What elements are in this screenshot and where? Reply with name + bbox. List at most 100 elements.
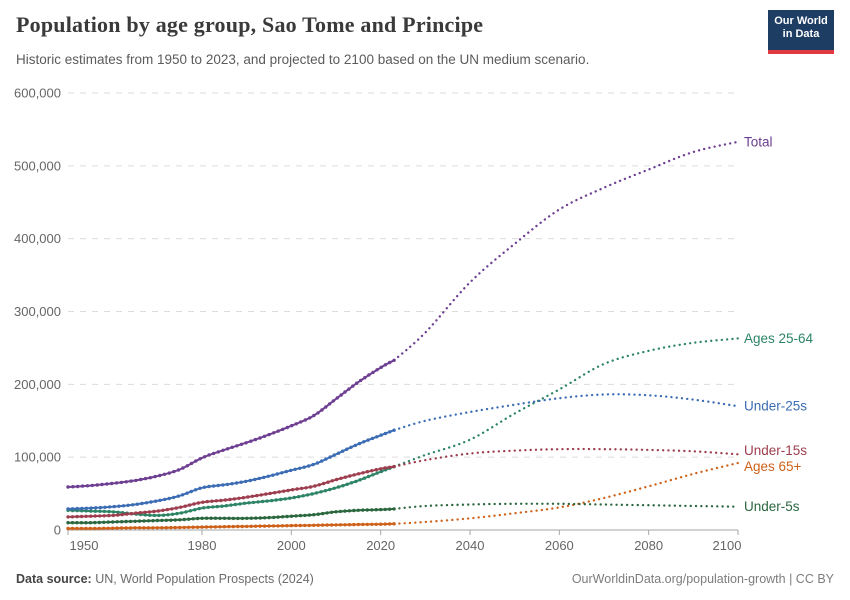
data-point [383,522,387,526]
data-point [365,522,369,527]
data-point [209,516,213,520]
series-under-15s-historic-line [67,465,395,518]
series-ages-65[interactable]: Ages 65+ [66,459,802,531]
series-ages-65-projection-line [392,461,740,525]
data-point [312,523,316,527]
data-point [299,420,303,424]
series-ages-25-64[interactable]: Ages 25-64 [66,331,814,518]
data-point [79,514,84,519]
data-point [220,504,224,508]
y-axis-label-200000: 200,000 [14,377,61,392]
data-point [105,482,109,486]
x-axis-label-2020: 2020 [366,538,395,553]
data-point [111,520,115,524]
data-point [179,511,184,515]
data-point [229,503,233,507]
data-point [102,509,107,514]
series-under-15s[interactable]: Under-15s [66,443,807,519]
data-point [189,461,194,466]
data-point [258,524,262,528]
data-point [283,497,287,501]
data-point [354,479,358,484]
data-point [246,495,250,499]
data-point [268,491,272,496]
data-point [200,516,204,520]
data-point [139,477,143,482]
data-point [314,491,319,495]
data-point [215,504,219,509]
data-point [121,504,126,508]
data-point [170,512,175,516]
data-point [174,506,178,510]
data-point [198,457,202,461]
data-point [94,506,98,510]
data-point [128,519,133,524]
data-point [374,522,378,526]
data-source-text: UN, World Population Prospects (2024) [91,572,314,586]
data-point [223,498,228,502]
series-label-under-25s[interactable]: Under-25s [744,399,807,414]
data-point [336,451,341,455]
data-point [160,518,164,523]
data-point [95,483,99,487]
data-point [205,499,209,504]
owid-url-link[interactable]: OurWorldinData.org/population-growth | C… [571,572,834,586]
data-point [293,467,297,471]
data-point [76,484,80,489]
owid-logo[interactable]: Our World in Data [768,10,834,54]
data-point [340,449,345,453]
data-point [267,432,271,437]
data-point [358,478,362,482]
data-point [225,447,230,451]
data-point [89,506,93,510]
series-label-under-15s[interactable]: Under-15s [744,443,807,458]
data-point [125,512,129,516]
data-point [317,483,321,487]
data-point [349,481,354,485]
data-point [98,509,102,513]
series-label-ages-65[interactable]: Ages 65+ [744,459,802,474]
data-point [316,411,320,415]
data-point [362,440,366,444]
data-point [137,526,142,530]
data-point [231,524,235,529]
data-point [363,376,367,380]
series-label-total[interactable]: Total [744,134,773,149]
data-point [149,500,153,504]
data-point [151,526,155,530]
series-ages-25-64-projection-line [392,337,740,468]
data-point [295,487,299,491]
data-point [102,520,106,524]
data-point [84,514,88,518]
data-point [365,470,370,474]
data-point [202,506,206,510]
data-point [115,526,119,530]
series-total[interactable]: Total [66,134,773,489]
series-under-25s[interactable]: Under-25s [66,393,807,511]
series-total-historic-line [67,359,395,488]
data-point [238,502,242,506]
data-point [231,516,236,521]
data-point [183,504,187,508]
data-point [84,526,88,531]
data-point [347,523,352,527]
data-point [116,513,120,517]
data-point [142,519,146,523]
data-point [322,481,326,486]
data-point [124,480,128,484]
series-under-5s[interactable]: Under-5s [66,499,800,525]
series-label-ages-25-64[interactable]: Ages 25-64 [744,331,814,346]
data-point [112,504,117,509]
series-under-15s-projection-line [392,447,740,468]
data-point [173,525,177,530]
series-under-5s-projection-line [392,502,740,511]
data-point [388,360,392,365]
data-point [371,370,375,375]
data-point [134,511,138,515]
data-point [98,514,102,518]
data-point [119,526,124,530]
series-label-under-5s[interactable]: Under-5s [744,499,800,514]
data-point [326,480,330,484]
data-point [88,521,93,525]
